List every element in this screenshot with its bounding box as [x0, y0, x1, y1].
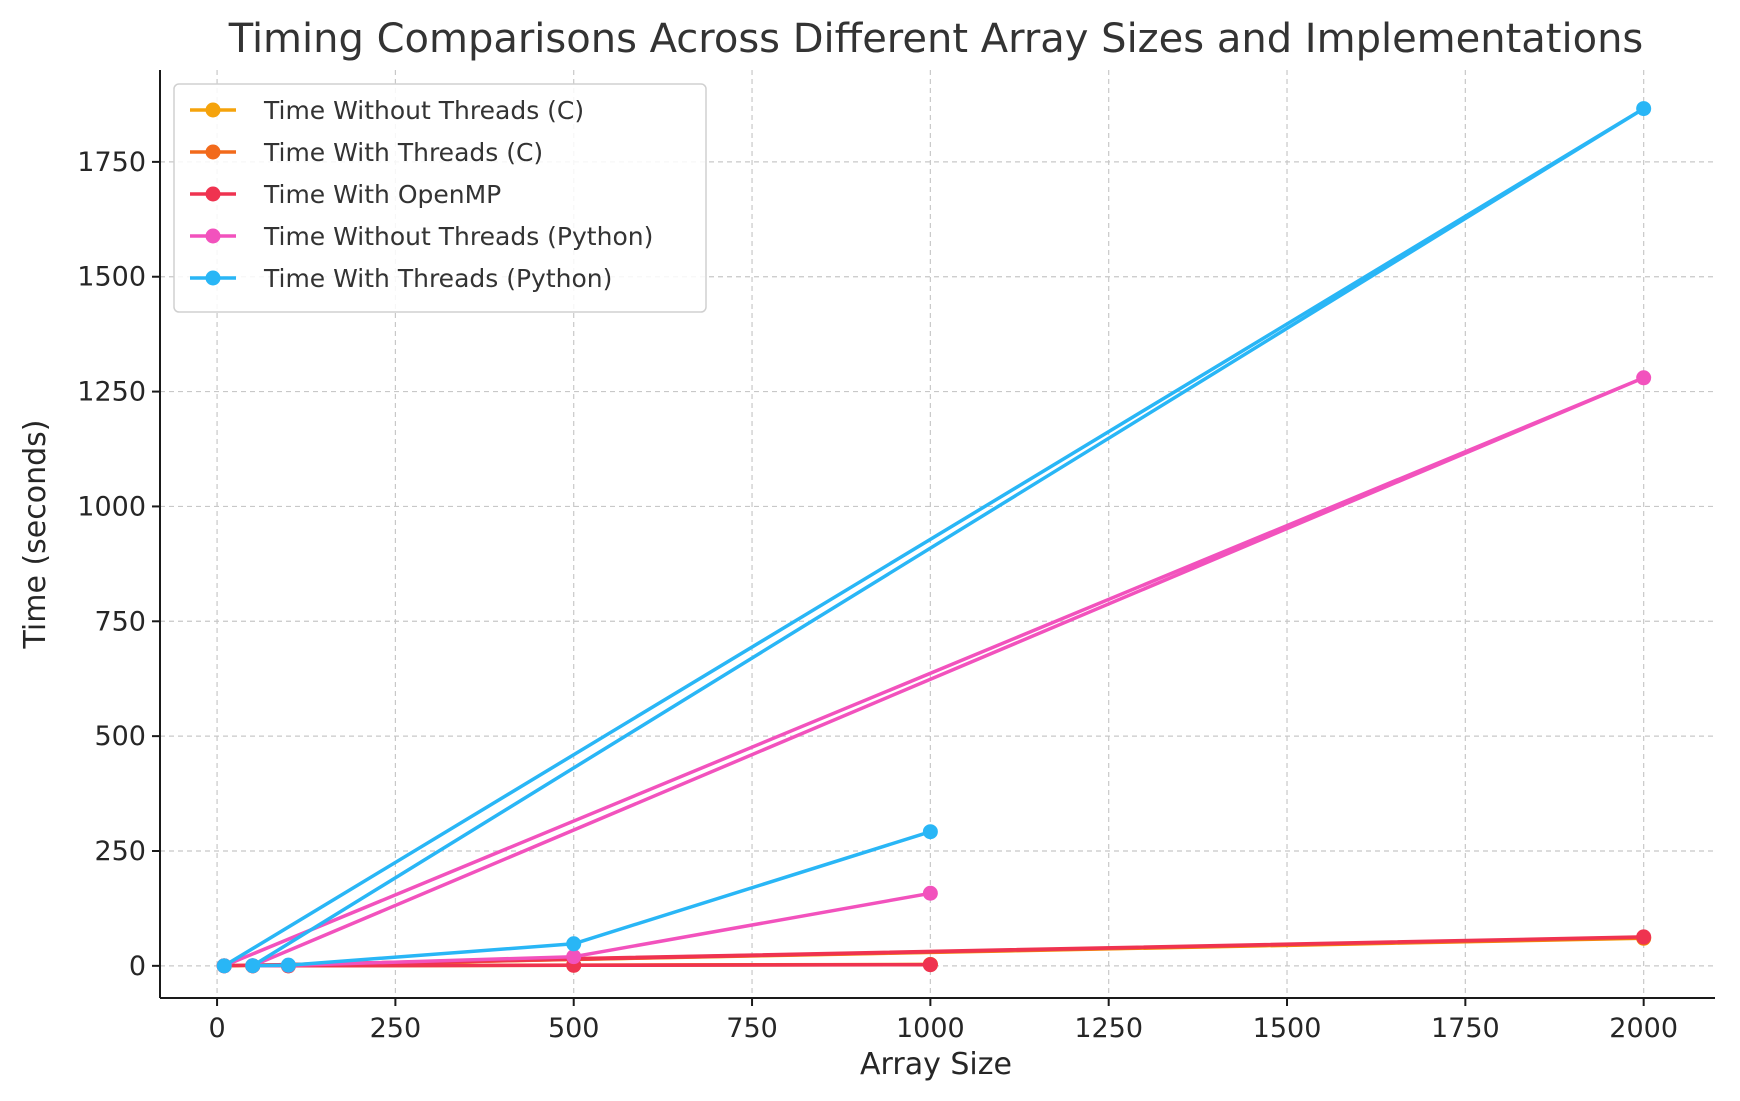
y-tick-label: 250 [94, 836, 146, 867]
x-tick-label: 0 [208, 1013, 225, 1044]
data-point [280, 957, 296, 973]
legend-entry: Time Without Threads (Python) [190, 222, 653, 251]
x-tick-label: 1000 [896, 1013, 965, 1044]
data-point [1636, 101, 1652, 117]
legend-label: Time With Threads (Python) [263, 264, 612, 293]
data-point [566, 949, 582, 965]
data-point [216, 958, 232, 974]
x-tick-label: 1750 [1431, 1013, 1500, 1044]
data-point [1636, 929, 1652, 945]
y-tick-label: 500 [94, 721, 146, 752]
x-tick-label: 750 [726, 1013, 778, 1044]
legend-entry: Time With Threads (C) [190, 138, 543, 167]
y-tick-label: 1250 [77, 377, 146, 408]
chart-title: Timing Comparisons Across Different Arra… [228, 16, 1644, 62]
x-tick-label: 500 [548, 1013, 600, 1044]
plot-series [216, 101, 1652, 974]
legend-entry: Time Without Threads (C) [190, 96, 584, 125]
y-axis-label: Time (seconds) [18, 420, 53, 650]
x-tick-label: 1500 [1253, 1013, 1322, 1044]
x-axis-label: Array Size [860, 1047, 1012, 1082]
legend: Time Without Threads (C) Time With Thread… [173, 83, 707, 313]
y-tick-label: 1500 [77, 262, 146, 293]
x-tick-label: 250 [370, 1013, 422, 1044]
series-group [216, 929, 1652, 974]
series-group [216, 370, 1652, 974]
legend-label: Time With OpenMP [263, 180, 501, 209]
data-point [922, 957, 938, 973]
series-group [216, 101, 1652, 974]
legend-swatch-marker [205, 144, 221, 160]
legend-swatch-marker [205, 102, 221, 118]
y-tick-label: 1750 [77, 147, 146, 178]
legend-entry: Time With OpenMP [190, 180, 501, 209]
y-tick-label: 0 [129, 951, 146, 982]
legend-swatch-marker [205, 186, 221, 202]
legend-swatch-marker [205, 228, 221, 244]
legend-label: Time With Threads (C) [263, 138, 543, 167]
legend-label: Time Without Threads (C) [263, 96, 584, 125]
x-tick-label: 1250 [1074, 1013, 1143, 1044]
series-line [223, 106, 1646, 968]
legend-box [173, 83, 707, 313]
legend-label: Time Without Threads (Python) [263, 222, 653, 251]
series-line [223, 376, 1646, 968]
y-tick-label: 1000 [77, 491, 146, 522]
data-point [1636, 370, 1652, 386]
legend-swatch-marker [205, 270, 221, 286]
data-point [922, 824, 938, 840]
legend-entry: Time With Threads (Python) [190, 264, 612, 293]
data-point [566, 936, 582, 952]
axes: 0 250 500 750 1000 1250 1500 1750 2000 0 250 500 750… [77, 70, 1715, 1044]
x-tick-label: 2000 [1609, 1013, 1678, 1044]
data-point [245, 958, 261, 974]
y-tick-label: 750 [94, 606, 146, 637]
data-point [922, 885, 938, 901]
